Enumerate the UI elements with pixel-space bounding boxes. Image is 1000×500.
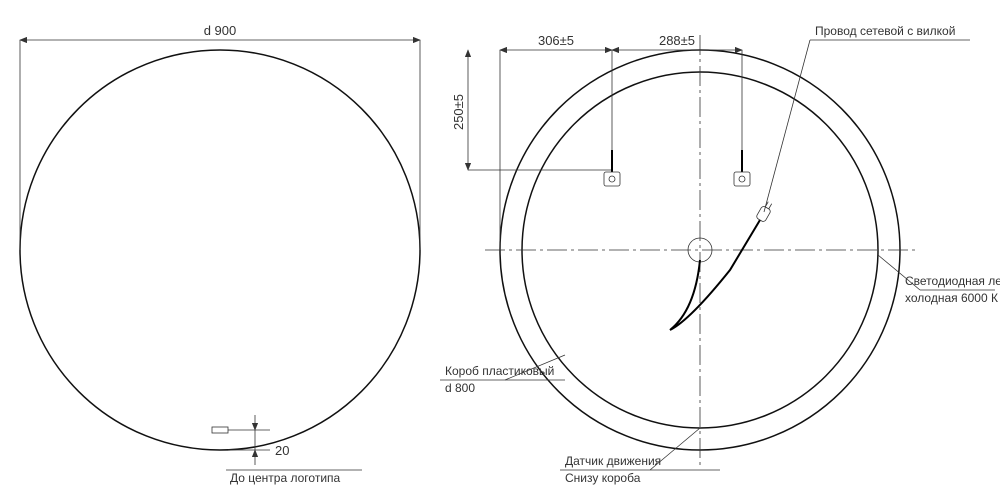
technical-drawing: d 900 20 До центра логотипа: [0, 0, 1000, 500]
front-view: d 900 20 До центра логотипа: [20, 23, 420, 485]
dim-d900: d 900: [20, 23, 420, 250]
mirror-outline: [20, 50, 420, 450]
callout-sensor: Датчик движения Снизу короба: [560, 428, 720, 485]
dim-250: 250±5: [451, 50, 612, 170]
callout-box: Короб пластиковый d 800: [440, 355, 565, 395]
hanger-right: [734, 150, 750, 186]
dim-logo-offset: 20 До центра логотипа: [226, 415, 362, 485]
dim-288-text: 288±5: [659, 33, 695, 48]
callout-led-text1: Светодиодная лента,: [905, 274, 1000, 288]
callout-sensor-text1: Датчик движения: [565, 454, 661, 468]
callout-box-d: d 800: [445, 381, 475, 395]
dim-306: 306±5: [500, 33, 612, 250]
rear-view: 306±5 288±5 250±5: [440, 24, 1000, 485]
dim-20-text: 20: [275, 443, 289, 458]
dim-288: 288±5: [612, 33, 742, 165]
callout-led-text2: холодная 6000 К: [905, 291, 998, 305]
callout-box-text: Короб пластиковый: [445, 364, 554, 378]
callout-sensor-text2: Снизу короба: [565, 471, 641, 485]
hanger-left: [604, 150, 620, 186]
callout-cable: Провод сетевой с вилкой: [764, 24, 970, 212]
dim-250-text: 250±5: [451, 94, 466, 130]
power-cable: [670, 200, 774, 330]
callout-cable-text: Провод сетевой с вилкой: [815, 24, 955, 38]
rear-inner-circle: [522, 72, 878, 428]
dim-d900-text: d 900: [204, 23, 237, 38]
callout-led: Светодиодная лента, холодная 6000 К: [878, 255, 1000, 305]
logo-slot: [212, 427, 228, 433]
dim-306-text: 306±5: [538, 33, 574, 48]
logo-caption: До центра логотипа: [230, 471, 341, 485]
